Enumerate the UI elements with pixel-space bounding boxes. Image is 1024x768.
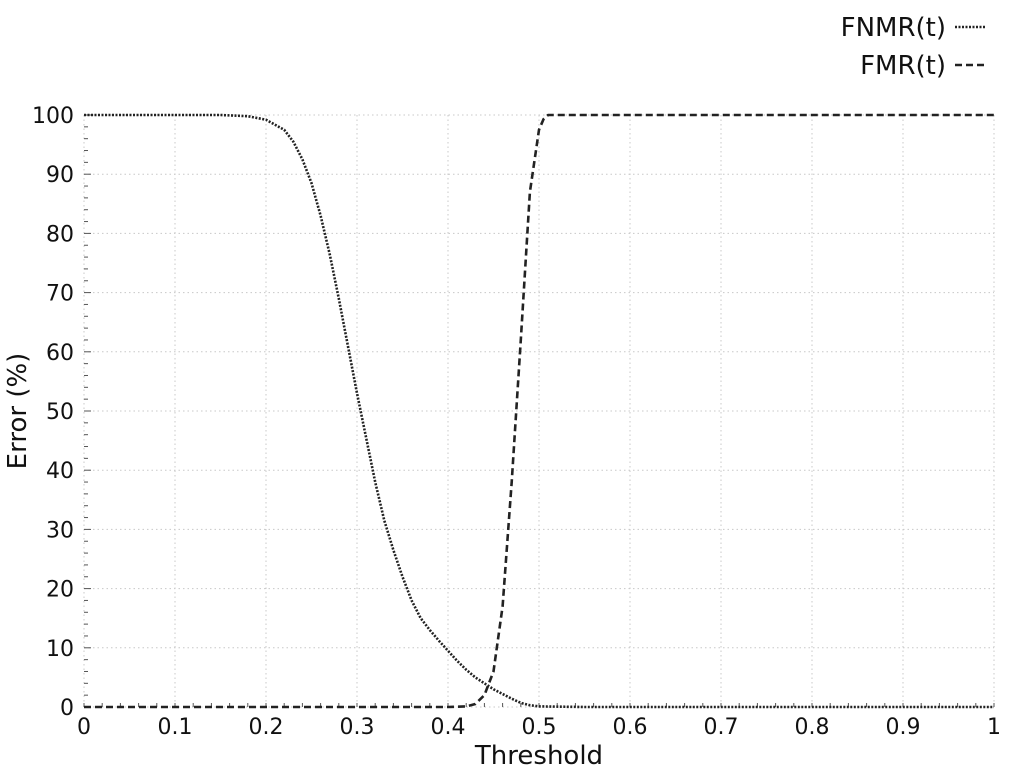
x-tick-label-0: 0 — [77, 715, 91, 740]
y-tick-label-4: 40 — [46, 459, 74, 484]
x-tick-label-1: 0.1 — [158, 715, 193, 740]
y-tick-labels: 0 10 20 30 40 50 60 70 80 90 100 — [32, 104, 74, 721]
legend-label-0: FNMR(t) — [841, 13, 946, 43]
y-tick-label-7: 70 — [46, 282, 74, 307]
y-tick-label-6: 60 — [46, 341, 74, 366]
y-tick-label-8: 80 — [46, 222, 74, 247]
grid — [83, 114, 995, 708]
series-layer — [84, 113, 994, 709]
y-tick-label-0: 0 — [60, 696, 74, 721]
x-tick-label-8: 0.8 — [795, 715, 830, 740]
y-tick-label-2: 20 — [46, 578, 74, 603]
x-tick-label-4: 0.4 — [431, 715, 466, 740]
legend-label-1: FMR(t) — [860, 51, 946, 81]
legend: FNMR(t) FMR(t) — [841, 13, 986, 81]
x-tick-label-6: 0.6 — [613, 715, 648, 740]
x-tick-label-5: 0.5 — [522, 715, 557, 740]
y-tick-label-5: 50 — [46, 400, 74, 425]
series-line-fnmr-t- — [84, 113, 994, 709]
y-tick-label-1: 10 — [46, 637, 74, 662]
x-tick-label-7: 0.7 — [704, 715, 739, 740]
y-tick-label-10: 100 — [32, 104, 74, 129]
x-tick-label-2: 0.2 — [249, 715, 284, 740]
x-tick-label-9: 0.9 — [886, 715, 921, 740]
x-tick-label-3: 0.3 — [340, 715, 375, 740]
minor-ticks — [83, 114, 995, 708]
y-tick-label-3: 30 — [46, 518, 74, 543]
y-axis-label: Error (%) — [3, 353, 33, 470]
x-axis-label: Threshold — [474, 741, 603, 768]
x-tick-label-10: 1 — [987, 715, 1001, 740]
series-line-fmr-t- — [84, 113, 994, 709]
y-tick-label-9: 90 — [46, 163, 74, 188]
x-tick-labels: 0 0.1 0.2 0.3 0.4 0.5 0.6 0.7 0.8 0.9 1 — [77, 715, 1001, 740]
